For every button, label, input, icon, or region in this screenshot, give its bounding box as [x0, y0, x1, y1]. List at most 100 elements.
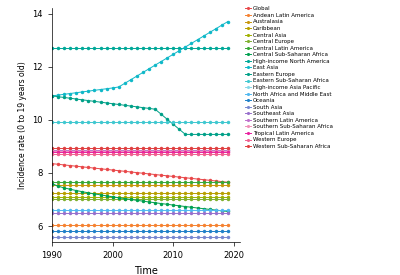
- Oceania: [140, 230, 145, 233]
- Eastern Sub-Saharan Africa: [68, 121, 72, 124]
- Western Sub-Saharan Africa: [220, 147, 224, 150]
- High-income Asia Pacific: [68, 148, 72, 152]
- Central Sub-Saharan Africa: [159, 202, 164, 205]
- Australasia: [68, 183, 72, 186]
- South Asia: [226, 235, 230, 238]
- Australasia: [56, 183, 60, 186]
- Southern Latin America: [140, 148, 145, 152]
- Western Sub-Saharan Africa: [226, 147, 230, 150]
- Tropical Latin America: [165, 151, 170, 154]
- Global: [56, 163, 60, 166]
- Southeast Asia: [98, 211, 103, 215]
- High-income Asia Pacific: [147, 148, 152, 152]
- X-axis label: Time: Time: [134, 266, 158, 275]
- High-income Asia Pacific: [50, 148, 54, 152]
- South Asia: [86, 235, 91, 238]
- Oceania: [104, 230, 109, 233]
- Western Sub-Saharan Africa: [140, 147, 145, 150]
- Western Europe: [183, 152, 188, 155]
- Central Asia: [189, 195, 194, 199]
- Oceania: [165, 230, 170, 233]
- Australasia: [159, 183, 164, 186]
- Eastern Sub-Saharan Africa: [92, 121, 97, 124]
- Oceania: [80, 230, 85, 233]
- Oceania: [62, 230, 66, 233]
- Legend: Global, Andean Latin America, Australasia, Caribbean, Central Asia, Central Euro: Global, Andean Latin America, Australasi…: [245, 6, 333, 149]
- North Africa and Middle East: [207, 208, 212, 212]
- Western Europe: [62, 152, 66, 155]
- South Asia: [116, 235, 121, 238]
- Global: [177, 175, 182, 179]
- Eastern Sub-Saharan Africa: [165, 121, 170, 124]
- Tropical Latin America: [226, 151, 230, 154]
- Eastern Sub-Saharan Africa: [140, 121, 145, 124]
- Western Sub-Saharan Africa: [80, 147, 85, 150]
- High-income Asia Pacific: [189, 148, 194, 152]
- East Asia: [110, 86, 115, 90]
- Eastern Europe: [177, 128, 182, 131]
- Eastern Sub-Saharan Africa: [213, 121, 218, 124]
- Western Sub-Saharan Africa: [92, 147, 97, 150]
- Australasia: [153, 183, 158, 186]
- Tropical Latin America: [171, 151, 176, 154]
- High-income North America: [207, 46, 212, 49]
- Caribbean: [195, 191, 200, 194]
- Central Europe: [153, 198, 158, 201]
- Caribbean: [50, 191, 54, 194]
- Southern Sub-Saharan Africa: [213, 150, 218, 153]
- Southern Sub-Saharan Africa: [147, 150, 152, 153]
- South Asia: [56, 235, 60, 238]
- Central Sub-Saharan Africa: [220, 209, 224, 212]
- Southeast Asia: [171, 211, 176, 215]
- Global: [201, 178, 206, 181]
- Line: Tropical Latin America: Tropical Latin America: [50, 151, 230, 154]
- Tropical Latin America: [140, 151, 145, 154]
- Australasia: [195, 183, 200, 186]
- Central Sub-Saharan Africa: [116, 196, 121, 199]
- High-income North America: [62, 46, 66, 49]
- Southern Latin America: [159, 148, 164, 152]
- Central Latin America: [201, 181, 206, 184]
- Western Europe: [134, 152, 139, 155]
- Southern Sub-Saharan Africa: [207, 150, 212, 153]
- Southern Sub-Saharan Africa: [226, 150, 230, 153]
- Eastern Sub-Saharan Africa: [171, 121, 176, 124]
- Global: [189, 177, 194, 180]
- High-income Asia Pacific: [165, 148, 170, 152]
- Tropical Latin America: [177, 151, 182, 154]
- Southern Sub-Saharan Africa: [68, 150, 72, 153]
- Global: [134, 171, 139, 174]
- Oceania: [86, 230, 91, 233]
- Southern Latin America: [74, 148, 79, 152]
- Eastern Sub-Saharan Africa: [134, 121, 139, 124]
- Global: [213, 179, 218, 183]
- Western Europe: [195, 152, 200, 155]
- Central Europe: [50, 198, 54, 201]
- High-income North America: [201, 46, 206, 49]
- Southeast Asia: [110, 211, 115, 215]
- Eastern Sub-Saharan Africa: [74, 121, 79, 124]
- Australasia: [189, 183, 194, 186]
- High-income North America: [98, 46, 103, 49]
- South Asia: [220, 235, 224, 238]
- South Asia: [110, 235, 115, 238]
- North Africa and Middle East: [220, 208, 224, 212]
- Western Europe: [189, 152, 194, 155]
- High-income Asia Pacific: [74, 148, 79, 152]
- Central Asia: [128, 195, 133, 199]
- East Asia: [80, 90, 85, 94]
- Western Sub-Saharan Africa: [195, 147, 200, 150]
- Eastern Sub-Saharan Africa: [50, 121, 54, 124]
- Southeast Asia: [140, 211, 145, 215]
- Central Latin America: [56, 181, 60, 184]
- Central Latin America: [171, 181, 176, 184]
- Southern Latin America: [68, 148, 72, 152]
- Western Europe: [153, 152, 158, 155]
- Central Europe: [226, 198, 230, 201]
- North Africa and Middle East: [56, 208, 60, 212]
- Western Sub-Saharan Africa: [189, 147, 194, 150]
- East Asia: [116, 85, 121, 89]
- High-income Asia Pacific: [195, 148, 200, 152]
- Line: Central Asia: Central Asia: [50, 195, 230, 199]
- Central Asia: [207, 195, 212, 199]
